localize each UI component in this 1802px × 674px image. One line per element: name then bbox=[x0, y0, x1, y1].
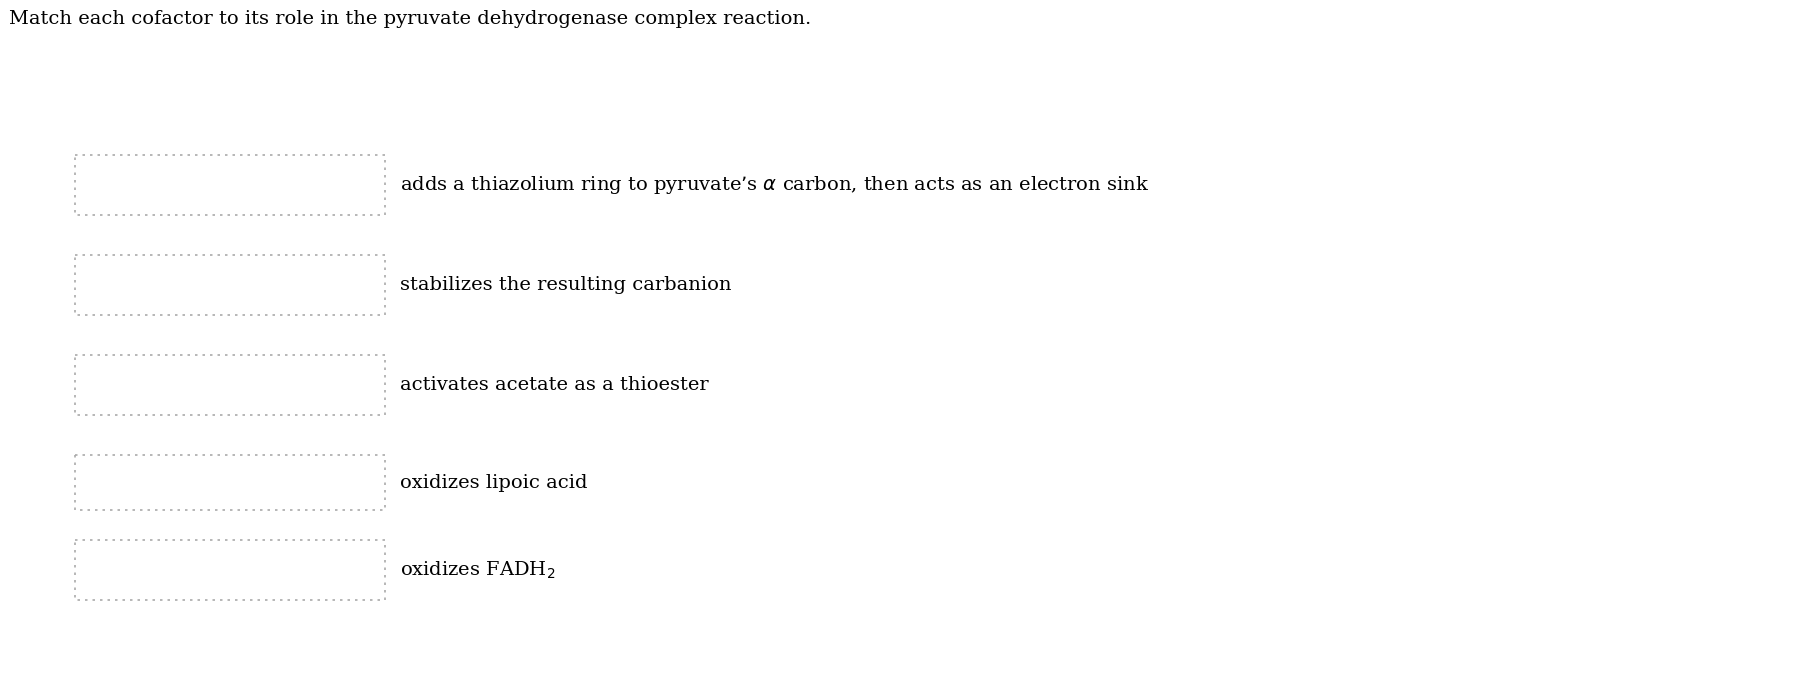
Text: adds a thiazolium ring to pyruvate’s $\alpha$ carbon, then acts as an electron s: adds a thiazolium ring to pyruvate’s $\a… bbox=[400, 174, 1150, 196]
Text: Match each cofactor to its role in the pyruvate dehydrogenase complex reaction.: Match each cofactor to its role in the p… bbox=[9, 10, 811, 28]
Text: oxidizes FADH$_2$: oxidizes FADH$_2$ bbox=[400, 559, 555, 580]
Text: stabilizes the resulting carbanion: stabilizes the resulting carbanion bbox=[400, 276, 732, 294]
Bar bbox=[76, 455, 386, 510]
Bar bbox=[76, 155, 386, 215]
Text: activates acetate as a thioester: activates acetate as a thioester bbox=[400, 376, 708, 394]
Text: oxidizes lipoic acid: oxidizes lipoic acid bbox=[400, 474, 587, 492]
Bar bbox=[76, 540, 386, 600]
Bar bbox=[76, 355, 386, 415]
Bar bbox=[76, 255, 386, 315]
